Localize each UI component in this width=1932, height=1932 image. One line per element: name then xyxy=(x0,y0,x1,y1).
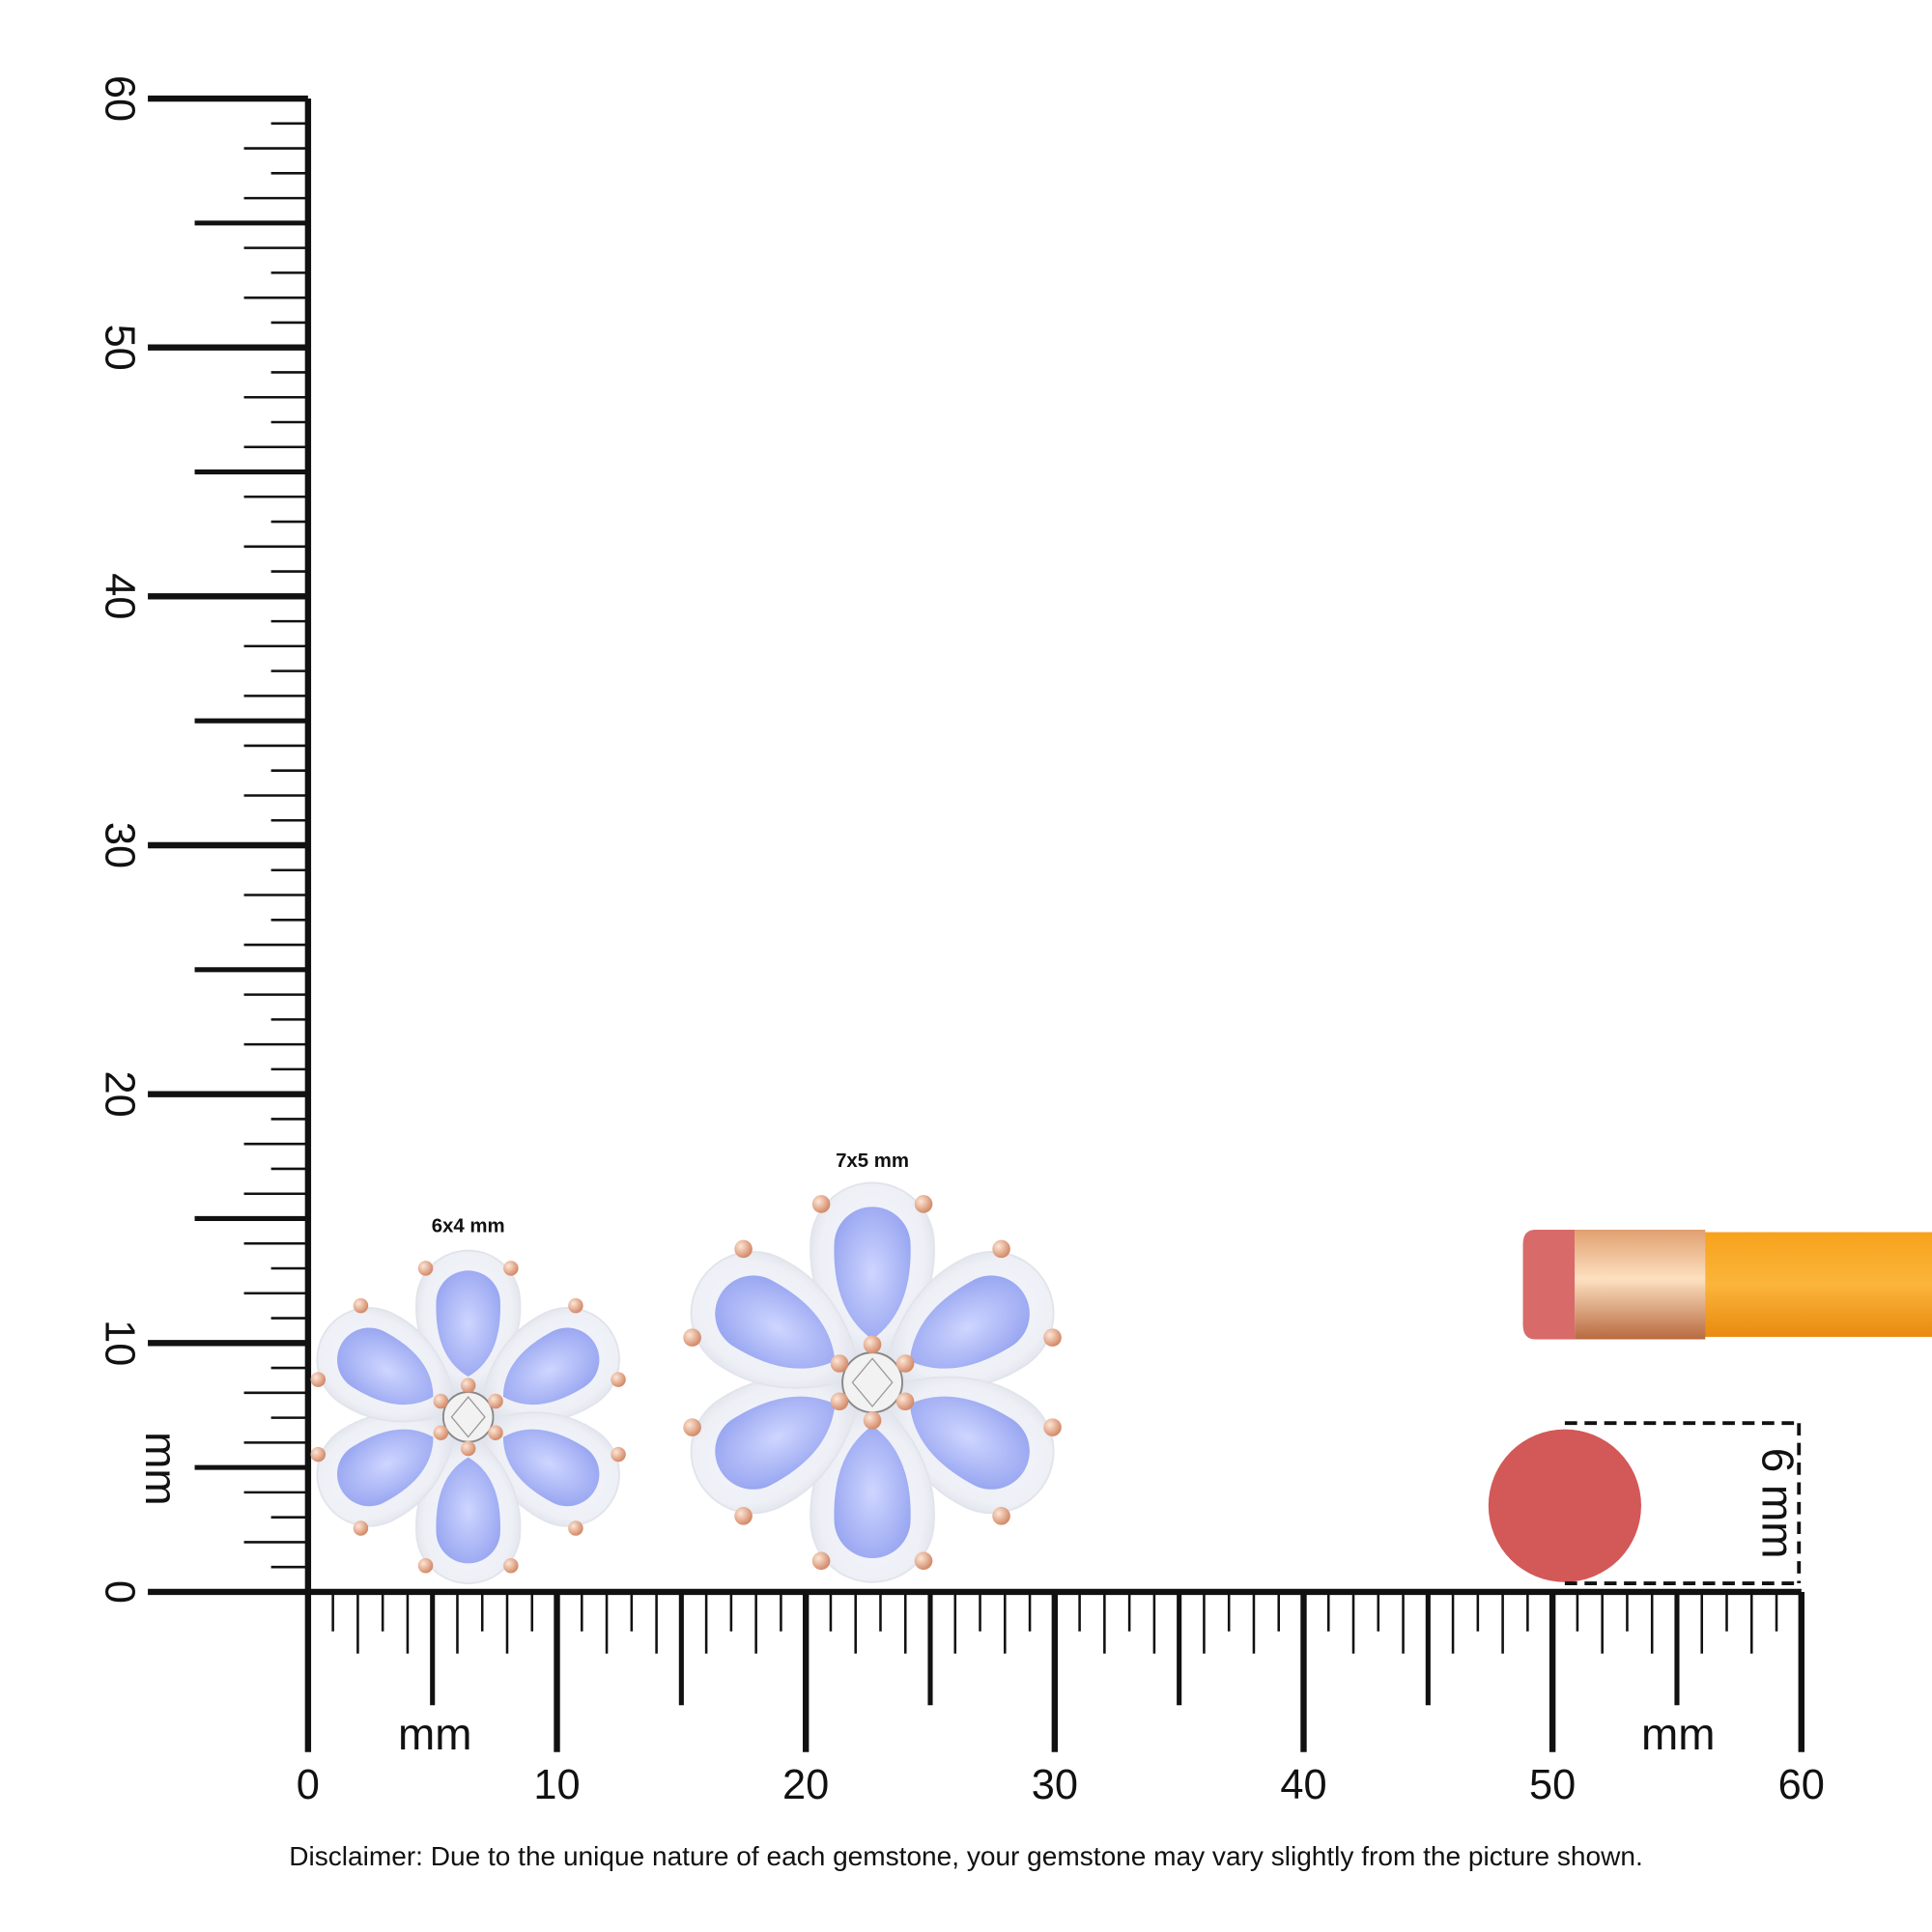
prong xyxy=(683,1418,701,1436)
prong xyxy=(1043,1418,1062,1436)
prong xyxy=(914,1195,933,1213)
petal-facet xyxy=(502,1327,600,1406)
center-diamond xyxy=(841,1351,904,1414)
ruler-label: 20 xyxy=(97,1071,143,1118)
petal xyxy=(690,1376,864,1515)
prong xyxy=(460,1440,476,1457)
ruler-unit: mm xyxy=(398,1709,471,1759)
ruler-label: 60 xyxy=(97,75,143,122)
ruler-unit: mm xyxy=(1641,1709,1715,1759)
center-diamond xyxy=(441,1391,495,1443)
size-label: 6x4 mm xyxy=(432,1216,505,1237)
earrings xyxy=(310,1181,1062,1584)
petal-facet xyxy=(436,1457,500,1564)
ruler-label: 50 xyxy=(1529,1762,1576,1808)
ruler-label: 40 xyxy=(97,573,143,619)
ruler-unit: mm xyxy=(136,1432,186,1505)
prong xyxy=(433,1393,449,1409)
prong xyxy=(863,1411,882,1430)
ruler-label: 40 xyxy=(1280,1762,1326,1808)
prong xyxy=(992,1507,1010,1525)
petal xyxy=(477,1307,620,1423)
prong xyxy=(895,1392,915,1411)
ruler-label: 0 xyxy=(97,1580,143,1604)
ruler-label: 60 xyxy=(1778,1762,1825,1808)
eraser-tip xyxy=(1488,1429,1641,1582)
petal-facet xyxy=(909,1275,1030,1369)
prong xyxy=(683,1328,701,1347)
petal-facet xyxy=(715,1396,836,1490)
ruler-label: 50 xyxy=(97,325,143,371)
petal xyxy=(316,1411,459,1527)
prong xyxy=(992,1239,1010,1259)
prong xyxy=(568,1297,583,1314)
petal-facet xyxy=(909,1396,1030,1490)
prong xyxy=(310,1446,327,1463)
prong xyxy=(460,1378,476,1393)
ruler-label: 30 xyxy=(1032,1762,1078,1808)
prong xyxy=(734,1239,753,1259)
petal xyxy=(316,1307,459,1423)
prong xyxy=(417,1261,434,1276)
prong xyxy=(611,1446,626,1463)
prong xyxy=(488,1393,503,1409)
diamond-facet xyxy=(851,1357,894,1407)
prong xyxy=(488,1425,503,1440)
pencil xyxy=(1522,1229,1932,1340)
petal xyxy=(881,1250,1055,1389)
prong xyxy=(503,1261,519,1276)
petal-facet xyxy=(502,1429,600,1507)
prong xyxy=(811,1551,831,1571)
prong xyxy=(1043,1328,1062,1347)
petal-facet xyxy=(715,1275,836,1369)
prong xyxy=(568,1520,583,1536)
ruler-label: 0 xyxy=(297,1762,320,1808)
pencil-eraser xyxy=(1522,1229,1576,1340)
flower-earring xyxy=(310,1249,626,1584)
prong xyxy=(611,1372,626,1387)
prong xyxy=(895,1354,915,1373)
eraser-size-label: 6 mm xyxy=(1753,1448,1804,1559)
petal xyxy=(881,1376,1055,1515)
petal-facet xyxy=(834,1207,911,1340)
prong xyxy=(734,1507,753,1525)
pencil-body xyxy=(1700,1232,1932,1337)
pencil-ferrule xyxy=(1575,1229,1706,1340)
rulers: 0 10 20 30 40 50 60 0 10 20 30 40 50 60 mm mm mm xyxy=(97,75,1825,1808)
prong xyxy=(830,1354,849,1373)
ruler-label: 30 xyxy=(97,822,143,868)
prong xyxy=(863,1335,882,1354)
prong xyxy=(914,1551,933,1571)
petal-facet xyxy=(436,1270,500,1377)
petal-facet xyxy=(337,1429,434,1507)
petal-facet xyxy=(834,1425,911,1558)
ruler-label: 10 xyxy=(533,1762,580,1808)
prong xyxy=(353,1520,369,1536)
prong xyxy=(417,1558,434,1574)
disclaimer: Disclaimer: Due to the unique nature of … xyxy=(289,1841,1642,1871)
petal xyxy=(690,1250,864,1389)
prong xyxy=(433,1425,449,1440)
prong xyxy=(310,1372,327,1387)
prong xyxy=(503,1558,519,1574)
ruler-label: 10 xyxy=(97,1320,143,1366)
diamond-facet xyxy=(450,1396,486,1438)
petal-facet xyxy=(337,1327,434,1406)
size-label: 7x5 mm xyxy=(836,1151,909,1172)
prong xyxy=(830,1392,849,1411)
prong xyxy=(353,1297,369,1314)
flower-earring xyxy=(683,1181,1062,1583)
ruler-label: 20 xyxy=(782,1762,829,1808)
prong xyxy=(811,1195,831,1213)
